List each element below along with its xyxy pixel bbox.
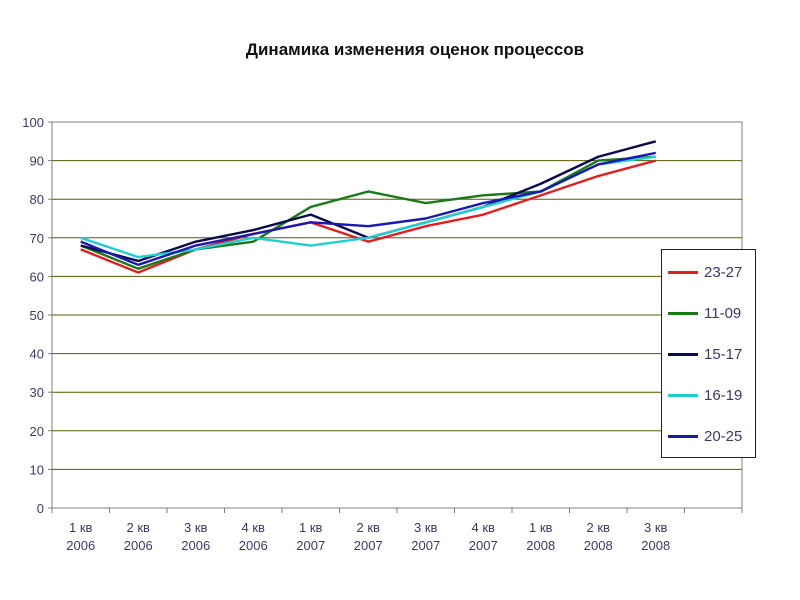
y-tick-label: 0 bbox=[37, 501, 44, 516]
x-tick-label: 2006 bbox=[66, 538, 95, 553]
x-axis-ticks: 1 кв 2006 2 кв 2006 3 кв 2006 4 кв 2006 1 кв 2007… bbox=[51, 508, 743, 553]
y-tick-label: 70 bbox=[30, 231, 44, 246]
legend-item: 16-19 bbox=[668, 385, 742, 405]
series-lines bbox=[80, 140, 657, 274]
legend-item: 23-27 bbox=[668, 262, 742, 282]
x-tick-label: 2008 bbox=[584, 538, 613, 553]
legend: 23-27 11-09 15-17 16-19 20-25 bbox=[661, 249, 756, 458]
legend-item: 15-17 bbox=[668, 344, 742, 364]
y-tick-label: 10 bbox=[30, 462, 44, 477]
legend-swatch bbox=[668, 352, 698, 356]
legend-label: 20-25 bbox=[704, 427, 743, 445]
x-tick-label: 1 кв bbox=[69, 520, 93, 535]
x-tick-label: 2007 bbox=[411, 538, 440, 553]
x-tick-label: 1 кв bbox=[299, 520, 323, 535]
legend-label: 11-09 bbox=[704, 304, 742, 322]
y-tick-label: 50 bbox=[30, 308, 44, 323]
legend-swatch bbox=[668, 311, 698, 315]
legend-item: 11-09 bbox=[668, 303, 741, 323]
x-tick-label: 4 кв bbox=[472, 520, 496, 535]
x-tick-label: 2007 bbox=[469, 538, 498, 553]
gridlines bbox=[52, 160, 742, 470]
chart-title: Динамика изменения оценок процессов bbox=[245, 40, 585, 59]
y-tick-label: 80 bbox=[30, 192, 44, 207]
legend-label: 16-19 bbox=[704, 386, 743, 404]
x-tick-label: 2008 bbox=[526, 538, 555, 553]
x-tick-label: 2006 bbox=[239, 538, 268, 553]
y-tick-label: 90 bbox=[30, 154, 44, 169]
legend-swatch bbox=[668, 434, 698, 438]
x-tick-label: 3 кв bbox=[414, 520, 438, 535]
legend-item: 20-25 bbox=[668, 426, 742, 446]
legend-swatch bbox=[668, 393, 698, 397]
legend-label: 23-27 bbox=[704, 263, 743, 281]
series-line-23-27 bbox=[80, 159, 657, 274]
x-tick-label: 2007 bbox=[296, 538, 325, 553]
x-tick-label: 1 кв bbox=[529, 520, 553, 535]
x-tick-label: 3 кв bbox=[184, 520, 208, 535]
x-tick-label: 2 кв bbox=[357, 520, 381, 535]
x-tick-label: 2007 bbox=[354, 538, 383, 553]
y-tick-label: 60 bbox=[30, 269, 44, 284]
x-tick-label: 2 кв bbox=[127, 520, 151, 535]
series-line-20-25 bbox=[80, 151, 656, 267]
legend-label: 15-17 bbox=[704, 345, 743, 363]
y-tick-label: 40 bbox=[30, 347, 44, 362]
x-tick-label: 2 кв bbox=[587, 520, 611, 535]
legend-swatch bbox=[668, 270, 698, 274]
x-tick-label: 2008 bbox=[641, 538, 670, 553]
x-tick-label: 4 кв bbox=[242, 520, 266, 535]
y-tick-label: 100 bbox=[22, 115, 44, 130]
y-tick-label: 30 bbox=[30, 385, 44, 400]
x-tick-label: 2006 bbox=[181, 538, 210, 553]
y-tick-label: 20 bbox=[30, 424, 44, 439]
y-axis-ticks: 0 10 20 30 40 50 60 70 80 90 100 bbox=[22, 115, 52, 516]
x-tick-label: 3 кв bbox=[644, 520, 668, 535]
x-tick-label: 2006 bbox=[124, 538, 153, 553]
